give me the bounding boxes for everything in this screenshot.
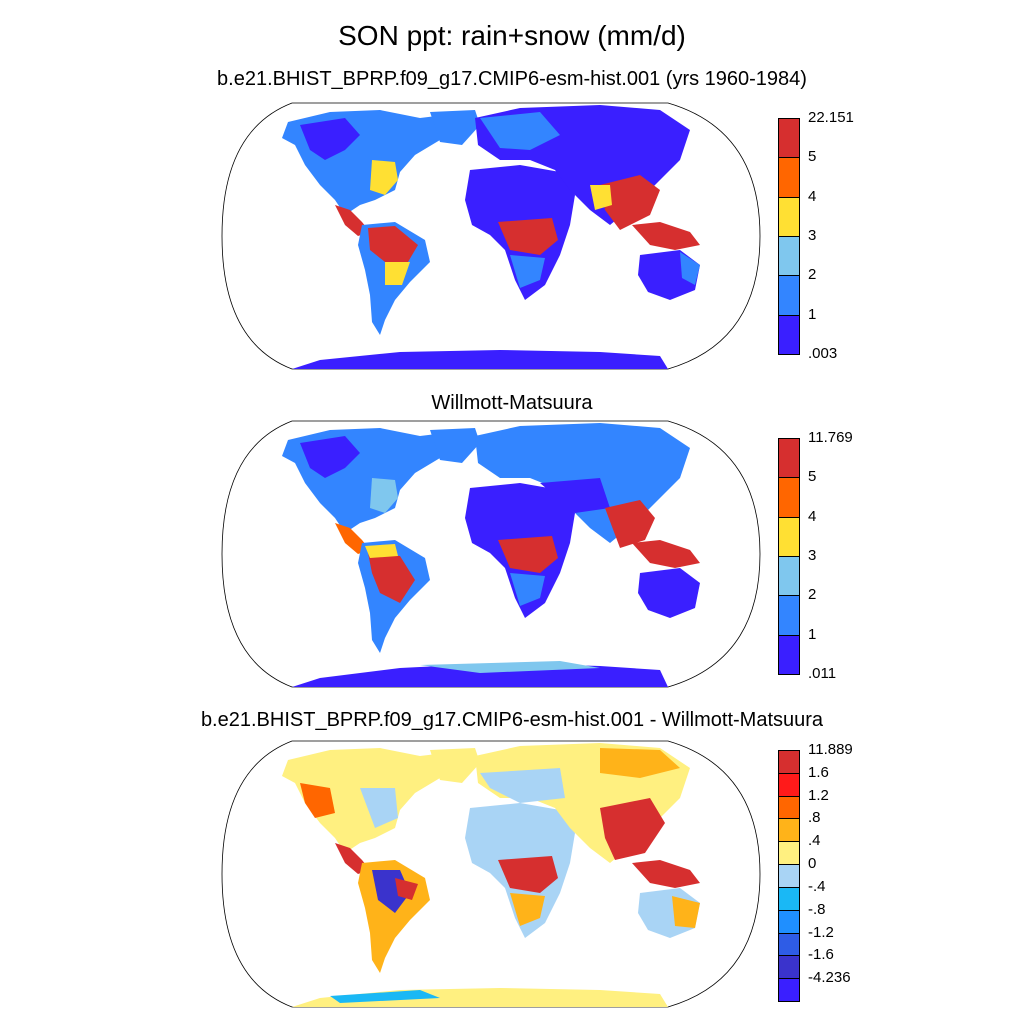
land-south-asia-wet [605, 500, 655, 548]
land-africa-wet [498, 218, 558, 255]
land-amazon-wet [368, 553, 415, 603]
colorbar-swatch [778, 932, 800, 957]
colorbar-swatch [778, 772, 800, 797]
land-north-america-east-wet [370, 160, 398, 195]
colorbar-label: 5 [808, 148, 817, 166]
colorbar-label: -.8 [808, 900, 826, 918]
colorbar-label: 1.2 [808, 786, 829, 804]
land-central-america [335, 205, 370, 236]
colorbar-swatch [778, 118, 800, 159]
land-antarctica-coast [420, 661, 600, 673]
colorbar-label: 22.151 [808, 109, 854, 126]
colorbar-swatch [778, 236, 800, 277]
land-central-america [335, 523, 370, 554]
colorbar-swatch [778, 516, 800, 557]
colorbar-label: -1.6 [808, 946, 834, 964]
colorbar-label: 1.6 [808, 763, 829, 781]
land-greenland [430, 748, 480, 783]
land-south-america-mid [365, 544, 398, 558]
panel-1-colorbar: 22.151 5 4 3 2 1 .003 [778, 109, 878, 362]
colorbar-swatch [778, 955, 800, 980]
colorbar-label: 0 [808, 855, 817, 873]
colorbar-swatch [778, 275, 800, 316]
colorbar-label: 1 [808, 625, 817, 643]
land-north-america-east-wet [370, 478, 398, 513]
figure-title: SON ppt: rain+snow (mm/d) [338, 20, 686, 51]
land-indonesia [632, 860, 700, 888]
land-australia [638, 568, 700, 618]
colorbar-label: 4 [808, 507, 817, 525]
land-amazon-wet [395, 878, 418, 900]
colorbar-swatch [778, 556, 800, 597]
colorbar-swatch [778, 314, 800, 355]
land-africa-mid [510, 573, 545, 606]
panel-1-title: b.e21.BHIST_BPRP.f09_g17.CMIP6-esm-hist.… [217, 68, 807, 90]
land-north-america [282, 748, 445, 853]
land-eurasia-wet [480, 112, 560, 150]
land-siberia [600, 748, 680, 778]
colorbar-label: 11.769 [808, 429, 853, 446]
colorbar-label: -1.2 [808, 923, 834, 941]
land-africa-mid [510, 255, 545, 288]
land-eurasia-dry [540, 478, 610, 513]
land-south-asia-wet [600, 175, 660, 230]
colorbar-swatch [778, 595, 800, 636]
land-antarctica [292, 350, 668, 369]
colorbar-swatch [778, 864, 800, 888]
land-indonesia [632, 540, 700, 568]
panel-2-colorbar: 11.769 5 4 3 2 1 .011 [778, 429, 878, 682]
colorbar-swatch [778, 438, 800, 479]
land-amazon-wet [368, 226, 418, 262]
colorbar-label: 3 [808, 547, 817, 564]
land-africa-mid [510, 893, 545, 926]
colorbar-swatch [778, 196, 800, 237]
land-greenland [430, 110, 480, 145]
land-east-asia-mid [590, 185, 612, 210]
colorbar-swatch [778, 909, 800, 934]
land-north-america-dry [300, 436, 360, 478]
land-indonesia [632, 222, 700, 250]
colorbar-label: -.4 [808, 877, 826, 895]
colorbar-label: 1 [808, 305, 817, 323]
colorbar-swatch [778, 978, 800, 1002]
land-antarctica-west [330, 990, 440, 1003]
panel-3-colorbar: 11.889 1.6 1.2 .8 .4 0 -.4 -.8 -1.2 -1.6 -4.236 [778, 741, 878, 1002]
land-north-america-dry [300, 118, 360, 160]
land-australia-east [672, 896, 700, 928]
panel-3-title: b.e21.BHIST_BPRP.f09_g17.CMIP6-esm-hist.… [200, 709, 824, 731]
colorbar-swatch [778, 634, 800, 675]
colorbar-label: 5 [808, 468, 817, 486]
land-east-asia-wet [600, 798, 665, 860]
land-greenland [430, 428, 480, 463]
colorbar-label: .8 [808, 809, 821, 827]
colorbar-label: 2 [808, 586, 817, 604]
colorbar-label: 2 [808, 266, 817, 284]
colorbar-label: .011 [808, 665, 837, 682]
colorbar-swatch [778, 841, 800, 866]
colorbar-label: -4.236 [808, 969, 851, 987]
colorbar-label: .003 [808, 345, 838, 362]
colorbar-swatch [778, 795, 800, 820]
land-north-america-west [300, 783, 335, 818]
land-central-america [335, 843, 370, 874]
panel-2-title: Willmott-Matsuura [431, 392, 593, 414]
colorbar-label: 4 [808, 187, 817, 205]
colorbar-swatch [778, 750, 800, 774]
colorbar-label: .4 [808, 832, 821, 850]
land-africa-wet [498, 536, 558, 573]
colorbar-swatch [778, 477, 800, 518]
land-south-america-mid [385, 262, 410, 285]
colorbar-label: 3 [808, 227, 817, 244]
colorbar-swatch [778, 157, 800, 198]
colorbar-swatch [778, 818, 800, 843]
land-africa-wet [498, 856, 558, 893]
land-eurasia-north [480, 768, 565, 803]
colorbar-label: 11.889 [808, 741, 853, 758]
land-australia-east [680, 252, 700, 285]
land-north-america-east [360, 788, 398, 828]
colorbar-swatch [778, 886, 800, 911]
